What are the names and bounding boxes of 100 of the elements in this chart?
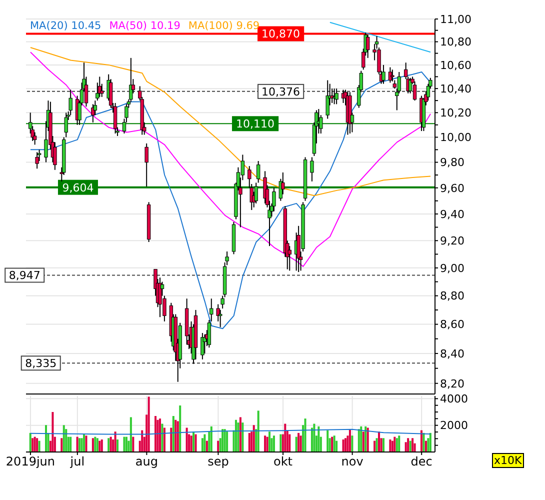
bar	[96, 438, 98, 452]
bar	[154, 416, 157, 452]
bar	[412, 438, 414, 452]
bar	[268, 432, 271, 452]
bar	[378, 432, 380, 452]
bar	[210, 426, 212, 452]
bar	[179, 405, 182, 452]
bar	[44, 425, 48, 452]
bar	[114, 432, 116, 452]
ref-line-label: 10,110	[236, 118, 275, 131]
bar	[192, 432, 195, 452]
bar	[82, 434, 86, 452]
bar	[172, 416, 174, 452]
ref-line-label: 8,947	[8, 269, 40, 282]
bar	[94, 436, 96, 452]
y-tick-label: 11,00	[440, 12, 472, 26]
candlestick	[256, 160, 260, 184]
bar	[429, 432, 432, 452]
bar	[132, 436, 134, 452]
bar	[264, 436, 266, 452]
bar	[34, 436, 36, 452]
ref-line-label: 9,604	[62, 181, 94, 194]
bar	[358, 429, 360, 452]
bar	[420, 430, 422, 452]
bar	[252, 425, 255, 452]
bar	[326, 430, 329, 452]
bar	[194, 434, 197, 452]
bar	[284, 424, 286, 452]
bar	[351, 436, 354, 452]
text: MA(100) 9.69	[188, 20, 260, 32]
bar	[29, 432, 32, 452]
candlestick	[35, 152, 39, 170]
bar	[224, 429, 226, 452]
y-tick-label: 9,80	[440, 156, 464, 170]
candlestick	[366, 34, 370, 58]
bar	[318, 426, 320, 452]
bar	[163, 428, 166, 452]
y-tick-label: 10,40	[440, 82, 472, 96]
bar	[204, 434, 206, 452]
text: MA(50) 10.19	[109, 20, 180, 32]
candlestick	[200, 332, 204, 360]
candlestick	[108, 78, 113, 108]
bar	[242, 422, 244, 452]
y-tick-label: 4000	[440, 392, 468, 406]
bar	[125, 436, 128, 452]
y-tick-label: 10,60	[440, 58, 472, 72]
line-series	[30, 52, 432, 268]
x-tick-label: nov	[341, 454, 364, 469]
bar	[304, 418, 306, 452]
y-tick-label: 9,00	[440, 262, 464, 275]
ref-line-label: 10,870	[262, 28, 300, 41]
bar	[130, 417, 132, 452]
bar	[176, 421, 179, 452]
bar	[98, 440, 101, 452]
bar	[76, 436, 78, 452]
x-tick-label: sep	[208, 454, 229, 469]
bar	[310, 428, 313, 452]
candlestick	[144, 142, 148, 188]
y-tick-label: 10,20	[440, 106, 472, 120]
bar	[32, 438, 34, 452]
bar	[266, 436, 268, 452]
candlestick	[310, 156, 314, 182]
text: MA(20) 10.45	[30, 20, 102, 32]
bar	[80, 438, 83, 452]
bar	[257, 410, 260, 452]
bar	[300, 436, 302, 452]
y-tick-label: 8,20	[440, 377, 464, 390]
bar	[239, 417, 242, 452]
bar	[298, 432, 300, 452]
bar	[422, 432, 425, 452]
bar	[409, 440, 412, 452]
y-tick-label: 8,80	[440, 290, 464, 303]
bar	[226, 432, 228, 452]
bar	[424, 440, 427, 452]
bar	[237, 422, 240, 452]
candlestick	[412, 80, 417, 102]
candlestick	[68, 89, 72, 116]
bar	[161, 424, 164, 452]
x-tick-label: aug	[135, 454, 158, 469]
bar	[52, 412, 54, 452]
bar	[190, 436, 192, 452]
candlestick	[98, 76, 102, 98]
y-tick-label: 10,80	[440, 36, 472, 49]
bar	[313, 424, 316, 452]
bar	[344, 438, 346, 452]
bar	[389, 439, 392, 452]
bar	[234, 420, 237, 452]
bar	[186, 428, 188, 452]
y-axis-title: x10K	[492, 453, 524, 468]
bar	[404, 442, 407, 452]
y-tick-label: 9,40	[440, 208, 464, 221]
bar	[148, 396, 150, 452]
bar	[288, 434, 291, 452]
bar	[100, 439, 103, 452]
bar	[38, 440, 40, 452]
bar	[174, 420, 177, 452]
x-tick-label: okt	[274, 454, 293, 469]
bar	[92, 438, 94, 452]
bar	[85, 436, 88, 452]
bar	[141, 430, 144, 452]
